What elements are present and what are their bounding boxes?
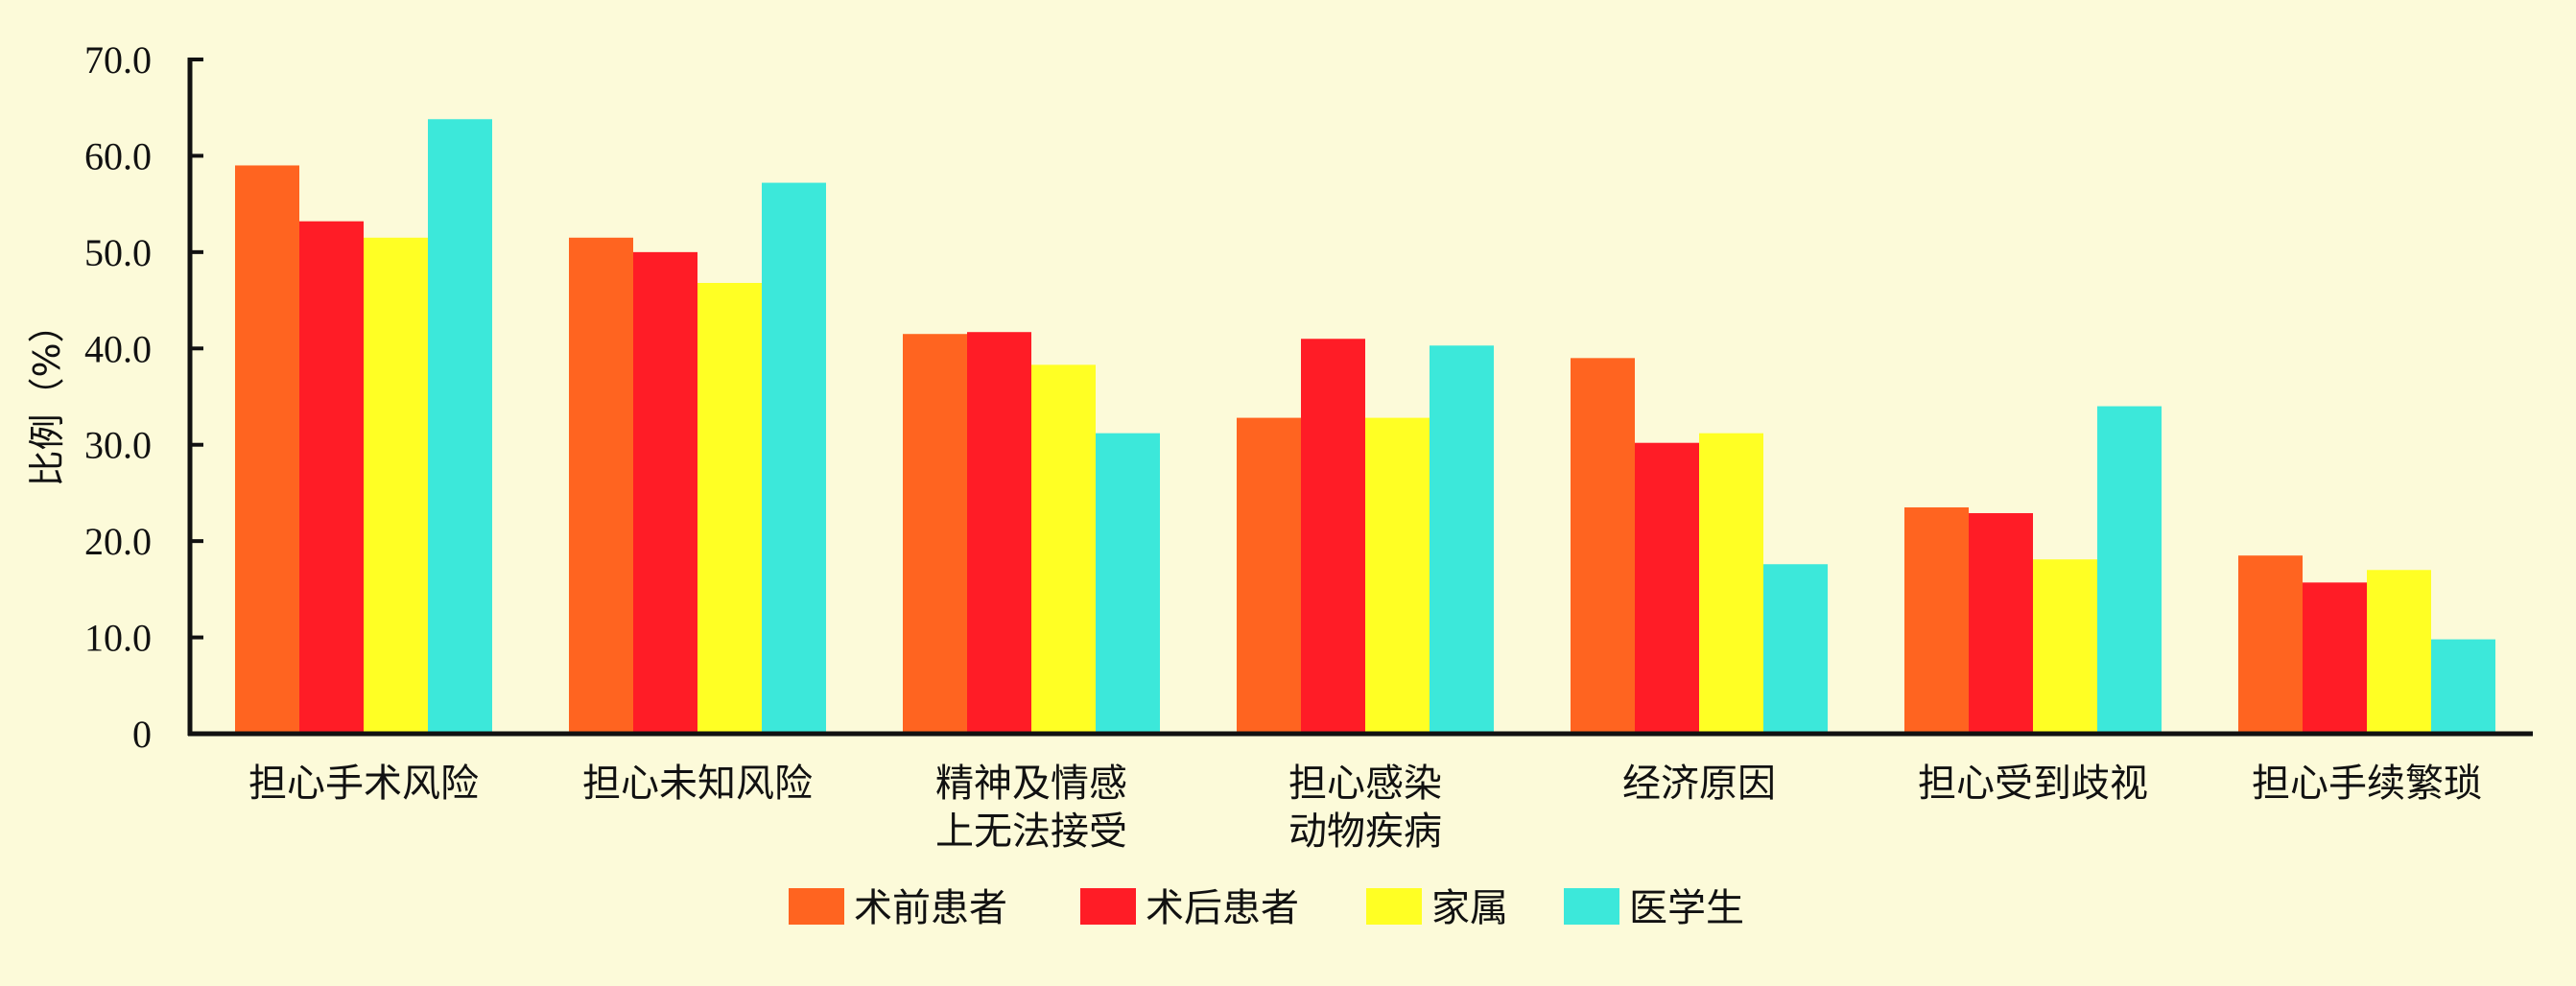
category-label-5: 经济原因	[1622, 762, 1776, 806]
y-tick-label-2: 20.0	[84, 520, 152, 563]
category-label-7: 担心手续繁琐	[2252, 762, 2482, 806]
y-tick-label-5: 50.0	[84, 231, 152, 274]
y-tick-label-7: 70.0	[84, 38, 152, 82]
bar-1-3	[903, 334, 967, 734]
legend-label-4: 医学生	[1629, 886, 1744, 930]
bar-2-1	[299, 221, 364, 735]
bar-3-2	[697, 282, 762, 734]
bar-2-3	[967, 332, 1031, 734]
bar-2-6	[1969, 513, 2033, 734]
y-tick-label-6: 60.0	[84, 134, 152, 177]
legend-label-3: 家属	[1431, 886, 1508, 930]
category-label-3-line2: 上无法接受	[935, 810, 1127, 854]
category-label-4-line1: 担心感染	[1288, 762, 1442, 806]
bar-3-1	[364, 237, 428, 735]
bar-4-6	[2097, 406, 2162, 734]
bar-3-6	[2033, 559, 2097, 734]
bar-4-2	[762, 182, 826, 734]
legend-label-1: 术前患者	[854, 886, 1007, 930]
legend-swatch-4	[1564, 888, 1619, 925]
bar-1-6	[1904, 506, 1969, 734]
bar-3-4	[1365, 417, 1430, 734]
bar-4-3	[1096, 433, 1160, 734]
category-label-1: 担心手术风险	[248, 762, 479, 806]
bar-1-1	[235, 165, 299, 734]
bar-2-4	[1301, 339, 1365, 734]
bar-1-7	[2238, 555, 2303, 734]
y-axis-title: 比例（%）	[26, 306, 68, 486]
bar-2-7	[2303, 582, 2367, 734]
y-tick-label-0: 0	[132, 713, 152, 756]
category-label-4-line2: 动物疾病	[1288, 810, 1442, 854]
y-tick-label-1: 10.0	[84, 617, 152, 660]
category-label-6: 担心受到歧视	[1918, 762, 2148, 806]
bar-4-1	[428, 119, 492, 734]
bar-1-5	[1571, 358, 1635, 734]
y-tick-label-4: 40.0	[84, 327, 152, 370]
bar-4-4	[1430, 345, 1494, 734]
legend-swatch-2	[1080, 888, 1136, 925]
bar-4-7	[2431, 639, 2495, 734]
legend-swatch-1	[789, 888, 844, 925]
bar-1-4	[1237, 417, 1301, 734]
bar-4-5	[1763, 564, 1828, 734]
category-label-2: 担心未知风险	[582, 762, 813, 806]
bar-3-5	[1699, 433, 1763, 734]
bar-3-7	[2367, 570, 2431, 734]
y-tick-label-3: 30.0	[84, 424, 152, 467]
bar-1-2	[569, 237, 633, 735]
category-label-3-line1: 精神及情感	[935, 762, 1127, 806]
legend-label-2: 术后患者	[1146, 886, 1299, 930]
legend-swatch-3	[1366, 888, 1422, 925]
bar-3-3	[1031, 364, 1096, 734]
bar-2-2	[633, 251, 697, 734]
bar-2-5	[1635, 442, 1699, 734]
